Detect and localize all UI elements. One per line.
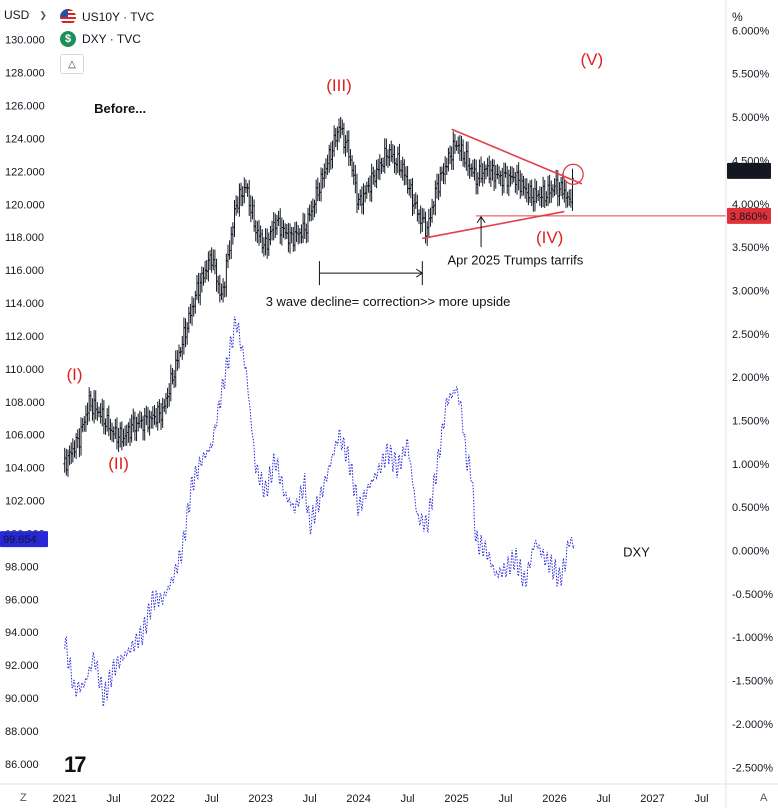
price-labels: 99.654 4.380% 3.860%: [0, 162, 771, 548]
dxy-price-label: 99.654: [3, 534, 37, 546]
currency-label: USD: [4, 8, 30, 22]
x-axis-tick: 2021: [52, 793, 76, 805]
left-axis-tick: 116.000: [5, 265, 44, 277]
left-axis-tick: 128.000: [5, 68, 45, 80]
left-axis-tick: 92.000: [5, 660, 39, 672]
us10y-price-label: 4.380%: [730, 166, 768, 178]
left-axis-tick: 122.000: [5, 166, 45, 178]
right-axis-tick: 4.000%: [732, 199, 770, 211]
collapse-legend-button[interactable]: △: [60, 54, 84, 74]
right-axis-tick: 3.000%: [732, 285, 770, 297]
decline-label: 3 wave decline= correction>> more upside: [266, 294, 511, 309]
before-label: Before...: [94, 101, 146, 116]
triangle-upper-line: [451, 128, 583, 185]
x-axis-tick: 2023: [248, 793, 272, 805]
right-axis-tick: 0.500%: [732, 502, 770, 514]
left-axis-tick: 98.000: [5, 561, 39, 573]
right-axis-tick: 6.000%: [732, 25, 770, 37]
left-axis-tick: 112.000: [5, 331, 44, 343]
annotation-layer: (I) (II) (III) (IV) (V) Before... 3 wave decli…: [66, 50, 726, 560]
right-axis-tick: -2.500%: [732, 762, 773, 774]
left-axis-tick: 124.000: [5, 133, 45, 145]
us10y-bars: [63, 116, 575, 477]
dxy-price-label-box: [0, 531, 48, 548]
left-axis-tick: 88.000: [5, 726, 39, 738]
dollar-icon: $: [60, 31, 76, 47]
dxy-line: [64, 316, 575, 707]
chevron-up-icon: △: [68, 58, 76, 70]
left-axis-tick: 126.000: [5, 101, 45, 113]
x-axis-tick: Jul: [499, 793, 513, 805]
left-axis-tick: 120.000: [5, 199, 45, 211]
legend-item-dxy[interactable]: $ DXY · TVC: [60, 28, 154, 50]
x-axis: 2021 Jul 2022 Jul 2023 Jul 2024 Jul 2025 Jul 2026 J…: [52, 793, 708, 805]
left-axis-tick: 110.000: [5, 364, 44, 376]
left-axis-tick: 96.000: [5, 594, 39, 606]
wave-label-2: (II): [108, 454, 129, 473]
chevron-down-icon: ❯: [39, 9, 47, 20]
series-legend: US10Y · TVC $ DXY · TVC △: [60, 6, 154, 74]
tariff-arrowhead: [476, 215, 486, 224]
legend-label-us10y: US10Y · TVC: [82, 10, 155, 24]
currency-selector[interactable]: USD ❯: [4, 8, 47, 22]
left-axis-tick: 94.000: [5, 627, 39, 639]
us-flag-icon: [60, 9, 76, 25]
left-axis: 130.000 128.000 126.000 124.000 122.000 120.0…: [5, 35, 45, 771]
right-axis: 6.000%5.500%5.000%4.500%4.000%3.500%3.00…: [732, 25, 773, 774]
left-axis-tick: 130.000: [5, 35, 45, 47]
x-axis-tick: 2025: [444, 793, 468, 805]
right-axis-tick: 0.000%: [732, 546, 770, 558]
us10y-price-label-box: [727, 162, 771, 179]
left-axis-tick: 104.000: [5, 463, 45, 475]
right-axis-tick: -1.000%: [732, 632, 773, 644]
support-price-label-box: [727, 207, 771, 224]
right-axis-tick: 1.000%: [732, 459, 770, 471]
support-price-label: 3.860%: [730, 211, 768, 223]
wave-label-3: (III): [326, 76, 352, 95]
right-axis-tick: 3.500%: [732, 242, 770, 254]
right-axis-unit: %: [732, 10, 743, 24]
plot-area[interactable]: [63, 116, 575, 707]
right-axis-tick: 5.500%: [732, 69, 770, 81]
right-axis-tick: 1.500%: [732, 416, 770, 428]
left-axis-tick: 118.000: [5, 232, 44, 244]
wave-label-4: (IV): [536, 228, 563, 247]
tariff-label: Apr 2025 Trumps tarrifs: [447, 252, 583, 267]
left-axis-tick: 108.000: [5, 397, 45, 409]
right-axis-tick: -2.000%: [732, 719, 773, 731]
right-axis-tick: 2.500%: [732, 329, 770, 341]
x-axis-tick: 2024: [346, 793, 370, 805]
left-axis-tick: 114.000: [5, 298, 44, 310]
breakout-circle: [562, 163, 584, 185]
x-axis-tick: Jul: [597, 793, 611, 805]
x-axis-tick: Jul: [303, 793, 317, 805]
wave-label-1: (I): [66, 365, 82, 384]
auto-scale-button[interactable]: A: [760, 792, 768, 804]
left-axis-tick: 106.000: [5, 430, 45, 442]
x-axis-tick: Jul: [401, 793, 415, 805]
x-axis-tick: Jul: [107, 793, 121, 805]
left-axis-tick: 90.000: [5, 693, 39, 705]
legend-label-dxy: DXY · TVC: [82, 32, 141, 46]
right-axis-tick: 2.000%: [732, 372, 770, 384]
right-axis-tick: 5.000%: [732, 112, 770, 124]
tradingview-logo: 17: [64, 752, 87, 777]
wave-label-5: (V): [580, 50, 603, 69]
left-axis-tick: 86.000: [5, 759, 39, 771]
x-axis-tick: Jul: [205, 793, 219, 805]
right-axis-tick: -1.500%: [732, 676, 773, 688]
x-axis-tick: Jul: [694, 793, 708, 805]
x-axis-tick: 2026: [542, 793, 566, 805]
x-axis-tick: 2027: [640, 793, 664, 805]
legend-item-us10y[interactable]: US10Y · TVC: [60, 6, 154, 28]
dxy-series-label: DXY: [623, 545, 650, 560]
decline-span-arrowhead: [416, 268, 424, 278]
left-axis-tick: 102.000: [5, 496, 45, 508]
x-axis-tick: 2022: [150, 793, 174, 805]
right-axis-tick: -0.500%: [732, 589, 773, 601]
zoom-button[interactable]: Z: [20, 792, 27, 804]
